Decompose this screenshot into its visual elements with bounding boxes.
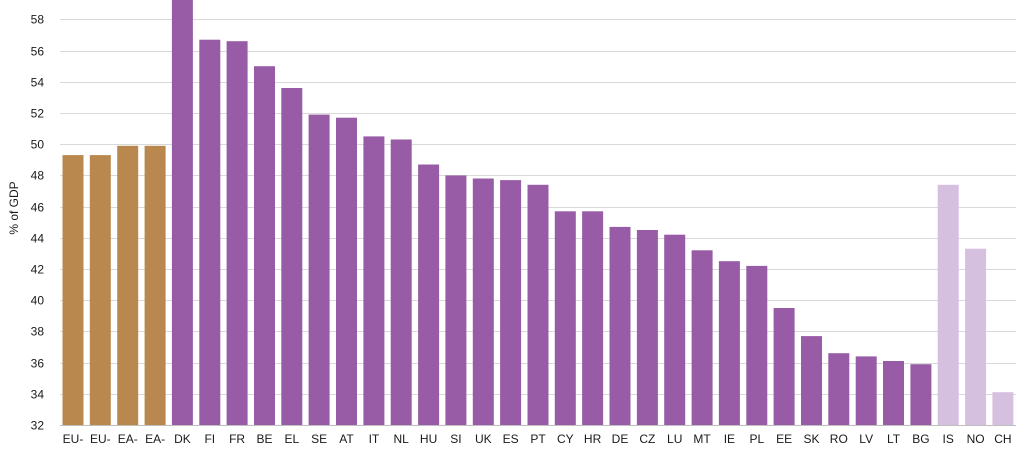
x-tick-label: CZ xyxy=(639,432,655,446)
bar-mt xyxy=(691,250,713,425)
x-tick-label: FR xyxy=(229,432,245,446)
x-tick-label: BE xyxy=(256,432,272,446)
y-tick-label: 46 xyxy=(31,201,45,215)
x-tick-label: EE xyxy=(776,432,792,446)
y-tick-label: 44 xyxy=(31,232,45,246)
bar-lu xyxy=(664,234,686,425)
x-tick-label: SI xyxy=(450,432,461,446)
bar-si xyxy=(445,175,467,425)
x-tick-label: IE xyxy=(724,432,735,446)
bar-no xyxy=(965,248,987,425)
x-tick-label: PL xyxy=(749,432,764,446)
bar-uk xyxy=(472,178,494,425)
bar-ea xyxy=(117,145,139,426)
x-tick-label: LU xyxy=(667,432,682,446)
x-tick-label: MT xyxy=(693,432,711,446)
bar-fr xyxy=(226,41,248,425)
bar-at xyxy=(336,117,357,425)
x-tick-label: ES xyxy=(503,432,519,446)
x-tick-label: DE xyxy=(612,432,629,446)
x-tick-label: BG xyxy=(912,432,929,446)
x-tick-label: LT xyxy=(887,432,901,446)
y-tick-label: 34 xyxy=(31,388,45,402)
bar-es xyxy=(500,180,522,425)
bar-it xyxy=(363,136,385,425)
bar-eu xyxy=(62,155,84,425)
y-tick-label: 48 xyxy=(31,169,45,183)
y-tick-label: 38 xyxy=(31,325,45,339)
x-tick-label: EU- xyxy=(90,432,111,446)
y-tick-label: 58 xyxy=(31,13,45,27)
bar-ch xyxy=(992,392,1014,425)
bar-cy xyxy=(554,211,576,425)
y-tick-label: 50 xyxy=(31,138,45,152)
x-tick-label: EA- xyxy=(118,432,138,446)
x-tick-label: NO xyxy=(967,432,985,446)
bar-sk xyxy=(801,336,822,425)
bar-lv xyxy=(855,356,877,425)
x-tick-label: SE xyxy=(311,432,327,446)
x-tick-label: DK xyxy=(174,432,191,446)
x-tick-label: LV xyxy=(859,432,873,446)
y-tick-label: 32 xyxy=(31,419,45,433)
x-tick-label: EL xyxy=(284,432,299,446)
bars xyxy=(62,0,1014,426)
x-tick-label: UK xyxy=(475,432,492,446)
bar-se xyxy=(308,114,330,425)
bar-hr xyxy=(582,211,604,425)
x-tick-label: HU xyxy=(420,432,437,446)
bar-nl xyxy=(390,139,412,425)
bar-pl xyxy=(746,265,768,425)
bar-dk xyxy=(171,0,193,425)
bar-el xyxy=(281,88,303,425)
x-tick-label: IT xyxy=(369,432,380,446)
x-tick-label: PT xyxy=(530,432,546,446)
y-tick-label: 36 xyxy=(31,357,45,371)
x-tick-label: IS xyxy=(943,432,954,446)
y-tick-label: 56 xyxy=(31,45,45,59)
bar-bg xyxy=(910,364,932,425)
x-tick-label: CH xyxy=(994,432,1011,446)
bar-lt xyxy=(883,361,904,425)
x-tick-label: EA- xyxy=(145,432,165,446)
x-tick-label: AT xyxy=(339,432,354,446)
x-tick-label: FI xyxy=(204,432,215,446)
y-axis-tick-labels: 32 34 36 38 40 42 44 46 48 50 52 54 56 58 xyxy=(31,13,45,433)
bar-pt xyxy=(527,184,549,425)
x-tick-label: SK xyxy=(803,432,819,446)
x-tick-label: RO xyxy=(830,432,848,446)
bar-ro xyxy=(828,353,850,425)
y-tick-label: 42 xyxy=(31,263,45,277)
y-tick-label: 40 xyxy=(31,294,45,308)
y-tick-label: 54 xyxy=(31,76,45,90)
x-tick-label: CY xyxy=(557,432,574,446)
x-axis-tick-labels: EU- EU- EA- EA- DK FI FR BE EL SE AT IT NL HU SI UK ES PT… xyxy=(63,432,1012,446)
bar-ea xyxy=(144,145,166,426)
x-tick-label: EU- xyxy=(63,432,84,446)
bar-be xyxy=(254,66,275,425)
y-tick-label: 52 xyxy=(31,107,45,121)
bar-ie xyxy=(718,261,740,425)
bar-hu xyxy=(418,164,440,425)
bar-is xyxy=(937,184,959,425)
bar-fi xyxy=(199,39,221,425)
bar-eu xyxy=(89,155,111,425)
y-axis-label: % of GDP xyxy=(7,181,21,234)
x-tick-label: NL xyxy=(394,432,410,446)
bar-cz xyxy=(636,230,658,425)
x-tick-label: HR xyxy=(584,432,602,446)
bar-de xyxy=(609,226,631,425)
bar-ee xyxy=(773,308,795,425)
